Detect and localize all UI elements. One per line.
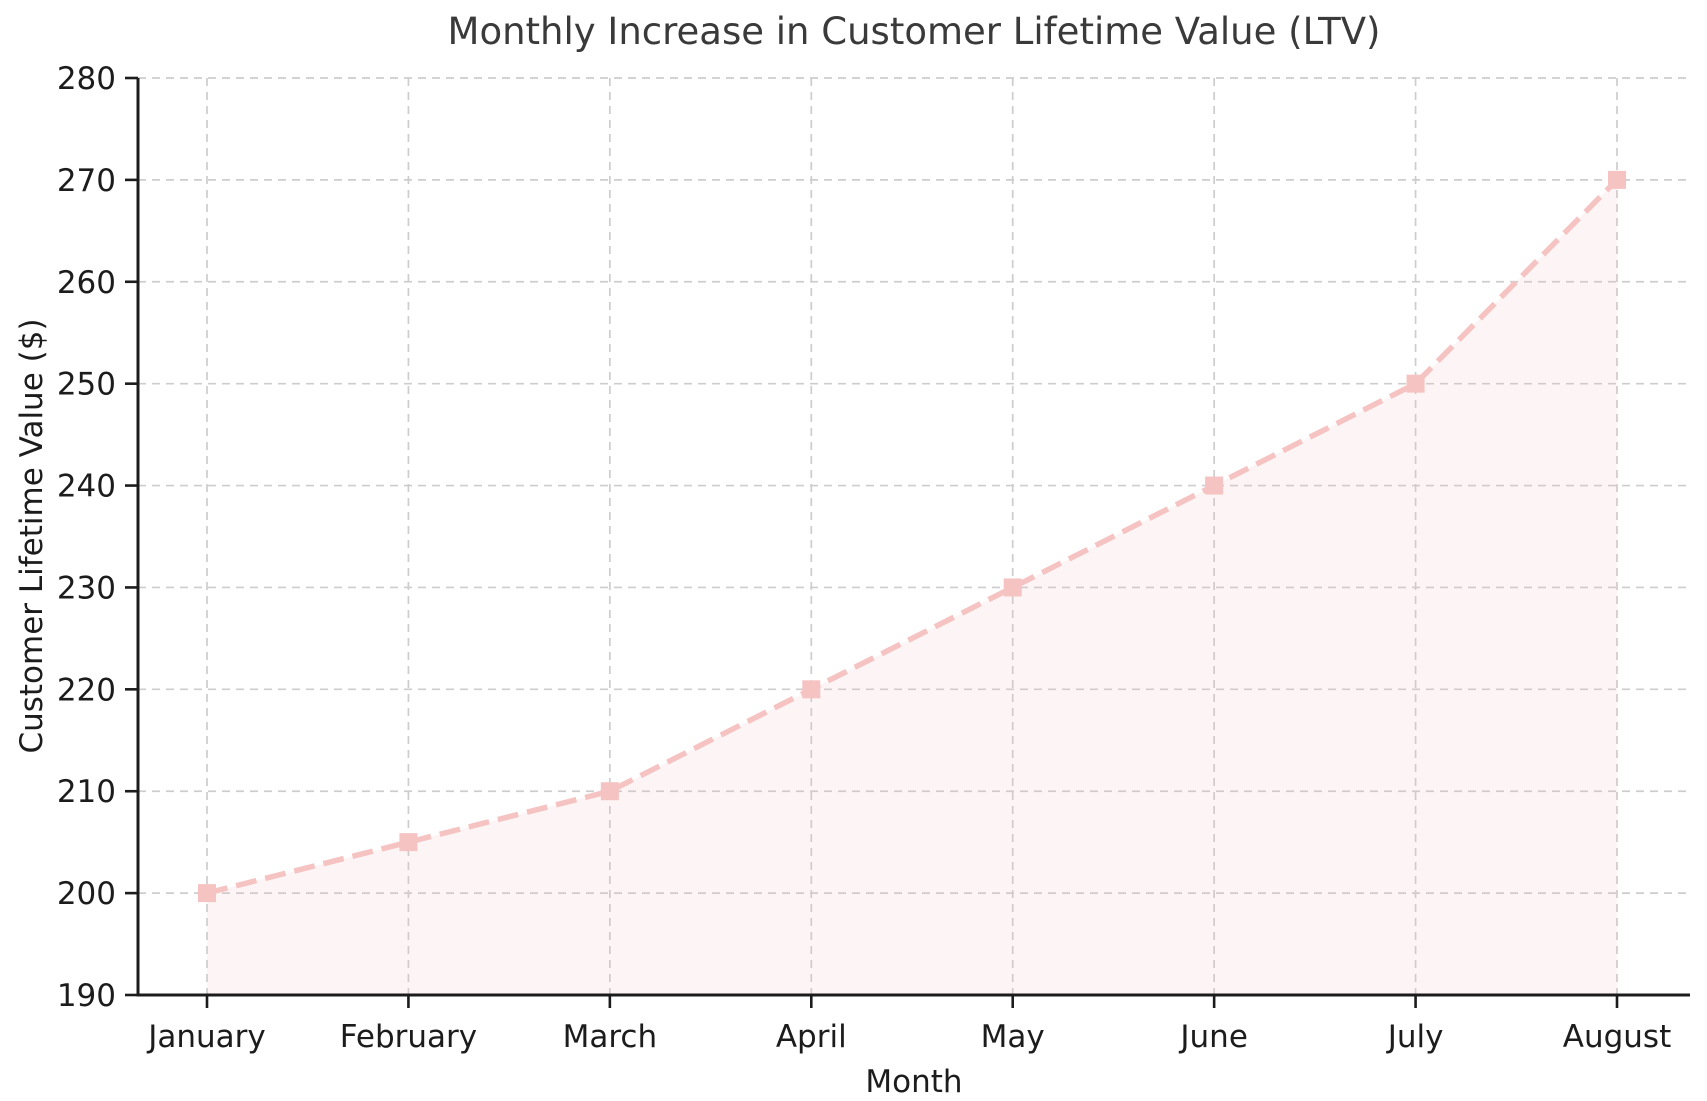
y-tick-label: 210 xyxy=(57,774,116,810)
area-fill-layer xyxy=(207,179,1617,995)
y-tick-label: 260 xyxy=(57,265,116,301)
y-tick-label: 270 xyxy=(57,163,116,199)
y-axis-label: Customer Lifetime Value ($) xyxy=(14,318,50,753)
x-tick-label: January xyxy=(146,1019,266,1055)
y-tick-label: 200 xyxy=(57,876,116,912)
ltv-area-fill xyxy=(207,179,1617,995)
y-tick-label: 240 xyxy=(57,469,116,505)
y-tick-label: 280 xyxy=(57,61,116,97)
gridlines-layer xyxy=(138,77,1690,995)
data-point-marker-april xyxy=(802,680,821,699)
line-series-layer xyxy=(206,177,1619,896)
data-point-marker-july xyxy=(1406,374,1425,393)
y-tick-label: 220 xyxy=(57,672,116,708)
x-tick-label: April xyxy=(776,1019,847,1055)
data-point-marker-may xyxy=(1003,578,1022,597)
x-axis-label: Month xyxy=(865,1064,962,1100)
data-point-marker-march xyxy=(600,782,619,801)
data-point-marker-june xyxy=(1205,476,1224,495)
x-tick-label: July xyxy=(1386,1019,1444,1055)
tick-labels-layer: 190 200 210 220 230 240 250 260 270 280 January Feb… xyxy=(57,61,1671,1055)
ltv-line-series xyxy=(206,177,1619,896)
data-point-marker-january xyxy=(198,884,216,903)
y-tick-label: 250 xyxy=(57,367,116,403)
data-point-markers-layer xyxy=(198,170,1626,903)
y-tick-label: 190 xyxy=(57,978,116,1014)
x-tick-label: February xyxy=(340,1019,477,1055)
x-tick-label: March xyxy=(563,1019,658,1055)
axes-layer xyxy=(125,76,1690,1008)
x-tick-label: August xyxy=(1563,1019,1672,1055)
data-point-marker-february xyxy=(399,833,418,852)
chart-title: Monthly Increase in Customer Lifetime Va… xyxy=(448,10,1381,53)
y-tick-label: 230 xyxy=(57,570,116,606)
x-tick-label: June xyxy=(1178,1019,1248,1055)
x-tick-label: May xyxy=(981,1019,1045,1055)
data-point-marker-august xyxy=(1608,170,1626,189)
